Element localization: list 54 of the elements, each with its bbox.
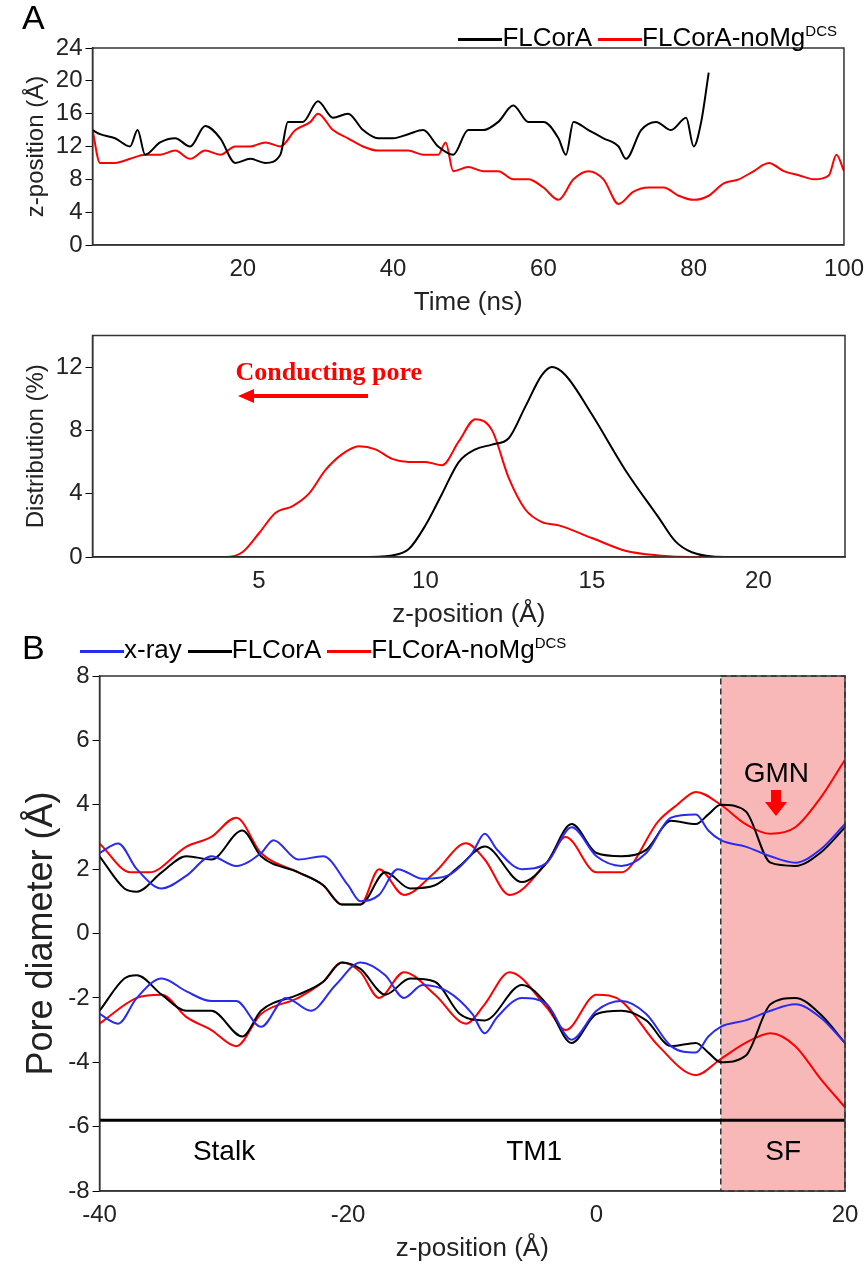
x-tick-label: 60 [530,254,557,282]
x-axis-title: z-position (Å) [395,1231,549,1262]
y-tick-label: -4 [68,1046,90,1074]
x-tick-label: 15 [578,566,606,594]
y-tick-label: 12 [55,131,83,159]
line-series [99,961,845,1109]
chart-title: A [22,0,45,36]
x-tick-label: 20 [229,254,257,282]
annotation: SF [765,1135,802,1167]
y-tick-label: 24 [55,32,83,60]
line-series [92,112,844,205]
y-tick-label: 0 [69,541,83,569]
y-axis-title: Pore diameter (Å) [18,791,60,1076]
y-tick-label: 2 [76,853,90,881]
chart-title: B [22,628,45,666]
annotation: GMN [743,756,810,788]
y-tick-label: 20 [55,65,83,93]
annotation: Stalk [192,1135,257,1167]
annotation: Conducting pore [235,356,423,386]
legend-label: FLCorA [502,22,593,52]
y-axis-title: Distribution (%) [21,364,49,529]
y-tick-label: 6 [76,725,90,752]
x-tick-label: 0 [589,1200,604,1228]
y-tick-label: 8 [69,163,83,191]
y-tick-label: 8 [76,660,90,688]
y-tick-label: -2 [68,982,90,1010]
x-tick-label: 20 [745,566,772,594]
y-tick-label: 4 [69,478,83,506]
y-tick-label: 0 [69,229,83,257]
y-axis-title: z-position (Å) [21,75,49,218]
y-tick-label: 0 [76,918,90,946]
y-tick-label: -6 [68,1111,90,1139]
y-tick-label: 12 [55,351,83,379]
x-axis-title: Time (ns) [413,285,523,316]
legend-label: FLCorA-noMg$^{DCS}$ [642,22,837,52]
x-tick-label: 40 [379,254,407,282]
x-tick-label: 10 [412,566,439,594]
y-tick-label: 8 [69,415,83,442]
x-tick-label: -40 [82,1200,117,1228]
legend-label: FLCorA [231,634,322,664]
x-tick-label: 20 [831,1200,859,1228]
x-tick-label: -20 [330,1200,366,1228]
x-axis-title: z-position (Å) [392,597,546,628]
legend-label: FLCorA-noMg$^{DCS}$ [371,634,567,664]
y-tick-label: 4 [76,789,90,817]
y-tick-label: -8 [68,1175,90,1203]
x-tick-label: 80 [680,254,708,282]
annotation: TM1 [506,1135,563,1167]
x-tick-label: 5 [252,566,266,594]
legend-label: x-ray [124,634,182,664]
line-series [92,71,710,164]
x-tick-label: 100 [823,254,864,282]
y-tick-label: 4 [69,196,83,224]
y-tick-label: 16 [55,98,83,126]
